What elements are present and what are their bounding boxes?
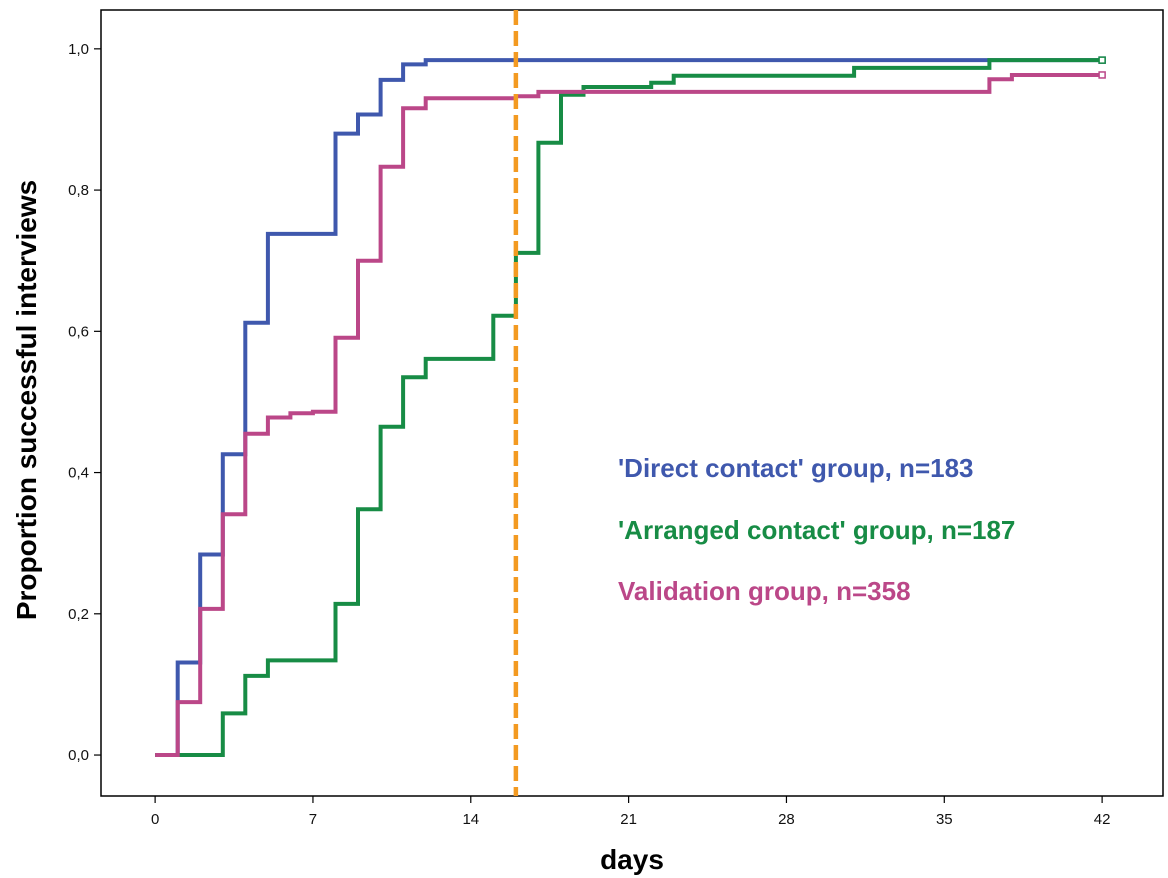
x-tick-label: 0 [151, 811, 159, 828]
y-tick-label: 0,4 [68, 465, 89, 482]
x-tick-label: 42 [1094, 811, 1111, 828]
y-axis-label: Proportion successful interviews [11, 180, 42, 620]
y-tick-label: 1,0 [68, 41, 89, 58]
x-tick-label: 7 [309, 811, 317, 828]
censor-mark [1098, 71, 1106, 79]
y-axis-ticks: 0,0 0,2 0,4 0,6 0,8 1,0 [68, 41, 101, 764]
plot-frame [100, 9, 1164, 797]
series-line-1 [155, 58, 1103, 757]
legend: 'Direct contact' group, n=183 'Arranged c… [618, 453, 1015, 606]
series-line-2 [155, 58, 1103, 757]
censor-mark [1098, 56, 1106, 64]
series-line-3 [155, 73, 1103, 757]
x-tick-label: 28 [778, 811, 795, 828]
x-tick-label: 21 [620, 811, 637, 828]
x-axis-label: days [600, 844, 664, 875]
series-layer [155, 56, 1106, 757]
legend-entry-3: Validation group, n=358 [618, 576, 911, 606]
y-tick-label: 0,6 [68, 323, 89, 340]
y-tick-label: 0,0 [68, 747, 89, 764]
y-tick-label: 0,8 [68, 182, 89, 199]
legend-entry-1: 'Direct contact' group, n=183 [618, 453, 974, 483]
x-tick-label: 35 [936, 811, 953, 828]
y-tick-label: 0,2 [68, 606, 89, 623]
x-tick-label: 14 [462, 811, 479, 828]
legend-entry-2: 'Arranged contact' group, n=187 [618, 515, 1015, 545]
x-axis-ticks: 0 7 14 21 28 35 42 [151, 796, 1111, 828]
